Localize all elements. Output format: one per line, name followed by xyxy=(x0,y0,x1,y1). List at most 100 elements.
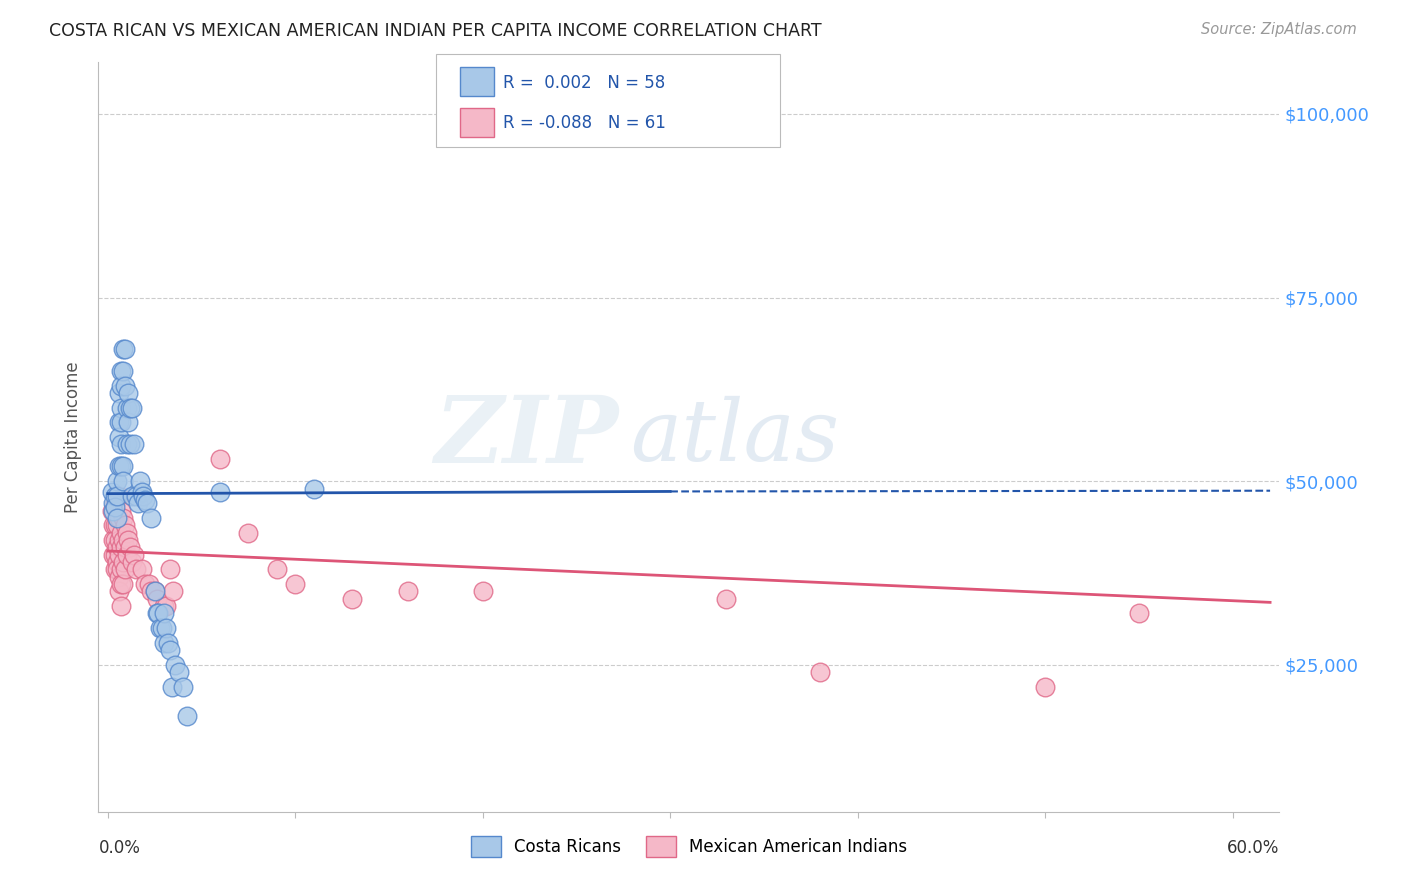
Point xyxy=(156,636,179,650)
Point xyxy=(165,657,187,672)
Point xyxy=(121,401,143,415)
Point xyxy=(149,621,172,635)
Point xyxy=(148,607,170,621)
Point xyxy=(108,430,131,444)
Point xyxy=(110,364,132,378)
Text: COSTA RICAN VS MEXICAN AMERICAN INDIAN PER CAPITA INCOME CORRELATION CHART: COSTA RICAN VS MEXICAN AMERICAN INDIAN P… xyxy=(49,22,823,40)
Point xyxy=(103,533,125,547)
Point xyxy=(114,378,136,392)
Point xyxy=(1033,680,1056,694)
Point xyxy=(108,548,131,562)
Point xyxy=(127,496,149,510)
Point xyxy=(302,482,325,496)
Point xyxy=(131,485,153,500)
Point xyxy=(134,492,156,507)
Point xyxy=(120,401,142,415)
Point xyxy=(105,489,128,503)
Point xyxy=(110,599,132,613)
Point xyxy=(105,474,128,488)
Point xyxy=(117,416,139,430)
Point xyxy=(209,452,232,467)
Point xyxy=(143,584,166,599)
Point xyxy=(136,496,159,510)
Point xyxy=(110,577,132,591)
Point xyxy=(238,525,260,540)
Point xyxy=(284,577,307,591)
Text: Source: ZipAtlas.com: Source: ZipAtlas.com xyxy=(1201,22,1357,37)
Point xyxy=(114,518,136,533)
Point xyxy=(153,636,176,650)
Point xyxy=(209,485,232,500)
Text: R = -0.088   N = 61: R = -0.088 N = 61 xyxy=(503,114,666,132)
Point xyxy=(110,503,132,517)
Point xyxy=(138,577,160,591)
Point xyxy=(104,496,127,510)
Point xyxy=(110,378,132,392)
Point xyxy=(108,386,131,401)
Point xyxy=(125,562,148,576)
Point xyxy=(108,584,131,599)
Point xyxy=(104,548,127,562)
Point xyxy=(108,489,131,503)
Point xyxy=(117,533,139,547)
Point xyxy=(111,342,134,356)
Point xyxy=(104,500,127,514)
Text: ZIP: ZIP xyxy=(434,392,619,482)
Point xyxy=(110,525,132,540)
Point xyxy=(145,607,167,621)
Point xyxy=(117,386,139,401)
Point xyxy=(122,437,145,451)
Point xyxy=(1128,607,1150,621)
Point xyxy=(120,541,142,555)
Point xyxy=(716,591,738,606)
Point xyxy=(167,665,190,680)
Point xyxy=(155,599,177,613)
Y-axis label: Per Capita Income: Per Capita Income xyxy=(65,361,83,513)
Point xyxy=(114,562,136,576)
Point xyxy=(172,680,194,694)
Point xyxy=(143,584,166,599)
Point xyxy=(396,584,419,599)
Point xyxy=(153,607,176,621)
Point xyxy=(103,518,125,533)
Point xyxy=(103,548,125,562)
Point xyxy=(105,511,128,525)
Point xyxy=(159,562,181,576)
Point xyxy=(105,555,128,569)
Point xyxy=(100,485,122,500)
Point xyxy=(120,437,142,451)
Point xyxy=(134,577,156,591)
Point xyxy=(471,584,494,599)
Point xyxy=(111,511,134,525)
Point xyxy=(110,401,132,415)
Text: 0.0%: 0.0% xyxy=(98,839,141,857)
Point xyxy=(105,518,128,533)
Point xyxy=(110,437,132,451)
Point xyxy=(103,503,125,517)
Point xyxy=(111,533,134,547)
Point xyxy=(808,665,831,680)
Point xyxy=(108,416,131,430)
Point xyxy=(111,555,134,569)
Point xyxy=(150,621,173,635)
Point xyxy=(108,533,131,547)
Point xyxy=(110,416,132,430)
Point xyxy=(145,591,167,606)
Point xyxy=(153,599,176,613)
Point xyxy=(104,518,127,533)
Point xyxy=(121,555,143,569)
Point xyxy=(104,489,127,503)
Point xyxy=(159,643,181,657)
Point xyxy=(105,489,128,503)
Text: atlas: atlas xyxy=(630,396,839,478)
Point xyxy=(110,562,132,576)
Point xyxy=(266,562,288,576)
Point xyxy=(105,541,128,555)
Point xyxy=(110,459,132,474)
Point xyxy=(122,548,145,562)
Point xyxy=(125,489,148,503)
Point xyxy=(100,503,122,517)
Point xyxy=(105,562,128,576)
Point xyxy=(132,489,155,503)
Point xyxy=(155,621,177,635)
